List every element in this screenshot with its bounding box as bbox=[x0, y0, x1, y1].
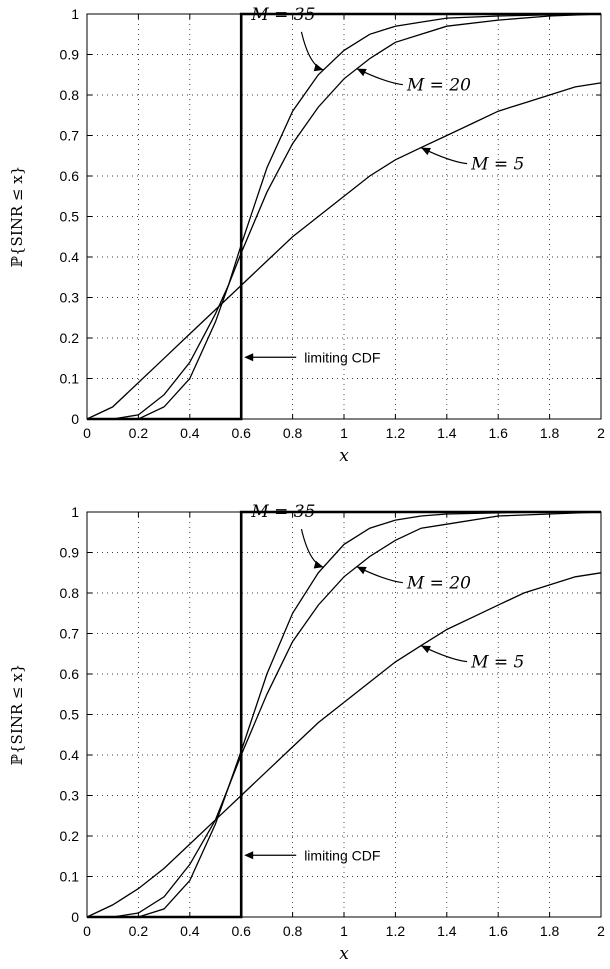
y-tick-label: 0.6 bbox=[60, 666, 80, 682]
series-line-limiting-cdf bbox=[87, 510, 601, 919]
annotation-arrow-m-35 bbox=[300, 31, 324, 71]
annotation-label-limiting-cdf: limiting CDF bbox=[304, 847, 380, 863]
y-tick-label: 0.3 bbox=[60, 788, 80, 804]
annotation-arrowhead-m-5 bbox=[421, 147, 431, 156]
series-line-m-5 bbox=[86, 82, 602, 420]
x-tick-label: 0 bbox=[83, 425, 91, 441]
annotation-arrowhead-m-20 bbox=[356, 68, 367, 77]
y-tick-label: 0.1 bbox=[60, 371, 80, 387]
annotation-label-m-5: M = 5 bbox=[470, 155, 524, 175]
x-tick-label: 0.8 bbox=[283, 923, 303, 939]
x-tick-label: 0.4 bbox=[180, 923, 200, 939]
y-tick-label: 0.5 bbox=[60, 707, 80, 723]
y-axis-label: ℙ{SINR ≤ x} bbox=[8, 664, 26, 766]
y-tick-label: 0.1 bbox=[60, 869, 80, 885]
annotation-arrowhead-m-5 bbox=[421, 645, 431, 654]
x-tick-label: 0.6 bbox=[231, 923, 251, 939]
x-tick-label: 2 bbox=[597, 425, 605, 441]
y-tick-label: 0 bbox=[71, 909, 79, 925]
y-tick-label: 0 bbox=[71, 411, 79, 427]
y-tick-label: 1 bbox=[71, 504, 79, 520]
y-tick-label: 1 bbox=[71, 6, 79, 22]
x-tick-label: 1.4 bbox=[437, 923, 457, 939]
annotation-label-limiting-cdf: limiting CDF bbox=[304, 349, 380, 365]
annotation-arrowhead-m-35 bbox=[313, 560, 324, 569]
y-tick-label: 0.6 bbox=[60, 168, 80, 184]
annotation-arrowhead-m-20 bbox=[356, 566, 367, 575]
x-tick-label: 1.8 bbox=[540, 923, 560, 939]
y-tick-label: 0.7 bbox=[60, 128, 80, 144]
series-line-limiting-cdf bbox=[87, 12, 601, 421]
x-tick-label: 1.2 bbox=[386, 425, 406, 441]
annotation-arrowhead-limiting-cdf bbox=[244, 353, 254, 362]
x-tick-label: 0.2 bbox=[129, 425, 149, 441]
annotation-label-m-5: M = 5 bbox=[470, 653, 524, 673]
x-tick-label: 1 bbox=[340, 923, 348, 939]
y-tick-label: 0.4 bbox=[60, 747, 80, 763]
y-tick-label: 0.4 bbox=[60, 249, 80, 265]
y-axis-label: ℙ{SINR ≤ x} bbox=[8, 166, 26, 268]
x-tick-label: 1 bbox=[340, 425, 348, 441]
x-tick-label: 0 bbox=[83, 923, 91, 939]
annotation-label-m-20: M = 20 bbox=[406, 76, 471, 96]
y-tick-label: 0.5 bbox=[60, 209, 80, 225]
series-line-m-20 bbox=[87, 13, 602, 420]
chart-1: 0 0.2 0.4 0.6 0.8 1 1.2 1.4 1.6 1.8 2 0 0.1 0.2 0.3 0.4… bbox=[8, 5, 605, 466]
series-line-m-35 bbox=[87, 13, 602, 420]
series-line-m-20 bbox=[87, 511, 602, 918]
y-tick-label: 0.9 bbox=[60, 545, 80, 561]
y-tick-label: 0.9 bbox=[60, 47, 80, 63]
x-tick-label: 0.4 bbox=[180, 425, 200, 441]
y-tick-label: 0.7 bbox=[60, 626, 80, 642]
annotation-label-m-35: M = 35 bbox=[250, 502, 315, 522]
y-tick-label: 0.8 bbox=[60, 585, 80, 601]
y-tick-label: 0.3 bbox=[60, 290, 80, 306]
annotation-arrowhead-limiting-cdf bbox=[244, 851, 254, 860]
annotation-arrow-m-35 bbox=[300, 528, 324, 568]
chart-2: 0 0.2 0.4 0.6 0.8 1 1.2 1.4 1.6 1.8 2 0 0.1 0.2 0.3 0.4… bbox=[8, 502, 605, 964]
y-tick-label: 0.2 bbox=[60, 330, 80, 346]
series-line-m-5 bbox=[86, 572, 602, 918]
x-tick-label: 1.6 bbox=[488, 923, 508, 939]
annotation-label-m-35: M = 35 bbox=[250, 5, 315, 25]
y-tick-label: 0.8 bbox=[60, 87, 80, 103]
x-tick-label: 0.6 bbox=[231, 425, 251, 441]
x-tick-label: 1.2 bbox=[386, 923, 406, 939]
x-tick-label: 0.2 bbox=[129, 923, 149, 939]
x-tick-label: 0.8 bbox=[283, 425, 303, 441]
series-line-m-35 bbox=[87, 511, 601, 918]
x-axis-label: x bbox=[339, 944, 349, 964]
x-tick-label: 2 bbox=[597, 923, 605, 939]
y-tick-label: 0.2 bbox=[60, 828, 80, 844]
x-tick-label: 1.6 bbox=[488, 425, 508, 441]
annotation-label-m-20: M = 20 bbox=[406, 574, 471, 594]
annotation-arrowhead-m-35 bbox=[313, 63, 324, 72]
x-axis-label: x bbox=[339, 446, 349, 466]
x-tick-label: 1.8 bbox=[540, 425, 560, 441]
x-tick-label: 1.4 bbox=[437, 425, 457, 441]
